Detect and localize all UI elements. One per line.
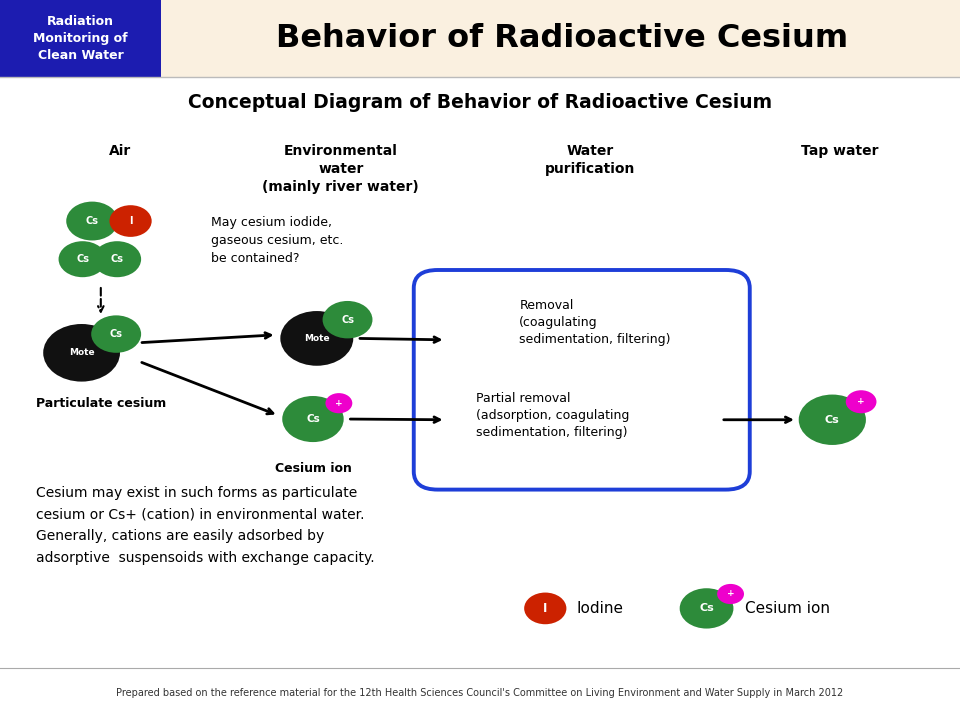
Circle shape (282, 396, 344, 442)
Circle shape (91, 315, 141, 353)
Circle shape (680, 588, 733, 629)
Circle shape (524, 593, 566, 624)
Text: +: + (727, 590, 734, 598)
Text: May cesium iodide,
gaseous cesium, etc.
be contained?: May cesium iodide, gaseous cesium, etc. … (211, 216, 344, 265)
Circle shape (109, 205, 152, 237)
Text: Cs: Cs (341, 315, 354, 325)
Circle shape (799, 395, 866, 445)
Text: Cesium ion: Cesium ion (745, 601, 830, 616)
Text: Cs: Cs (699, 603, 714, 613)
Text: Conceptual Diagram of Behavior of Radioactive Cesium: Conceptual Diagram of Behavior of Radioa… (188, 93, 772, 112)
Circle shape (323, 301, 372, 338)
Text: Cs: Cs (76, 254, 89, 264)
Text: Prepared based on the reference material for the 12th Health Sciences Council's : Prepared based on the reference material… (116, 688, 844, 698)
Text: Tap water: Tap water (802, 144, 878, 158)
Circle shape (846, 390, 876, 413)
Text: Water
purification: Water purification (545, 144, 636, 176)
Text: +: + (335, 399, 343, 408)
Text: Behavior of Radioactive Cesium: Behavior of Radioactive Cesium (276, 23, 848, 54)
Text: Cs: Cs (306, 414, 320, 424)
Circle shape (43, 324, 120, 382)
Text: I: I (129, 216, 132, 226)
Text: Cs: Cs (109, 329, 123, 339)
Text: +: + (857, 397, 865, 406)
Circle shape (280, 311, 353, 366)
Text: Cesium ion: Cesium ion (275, 462, 351, 475)
Text: Radiation
Monitoring of
Clean Water: Radiation Monitoring of Clean Water (34, 15, 128, 62)
Text: Removal
(coagulating
sedimentation, filtering): Removal (coagulating sedimentation, filt… (519, 299, 671, 346)
Text: Cs: Cs (110, 254, 124, 264)
FancyBboxPatch shape (0, 0, 960, 77)
Text: Iodine: Iodine (576, 601, 623, 616)
Text: Environmental
water
(mainly river water): Environmental water (mainly river water) (262, 144, 420, 194)
Text: Cs: Cs (85, 216, 99, 226)
Circle shape (717, 584, 744, 604)
Text: I: I (543, 602, 547, 615)
Text: Cs: Cs (825, 415, 840, 425)
Circle shape (93, 241, 141, 277)
FancyBboxPatch shape (414, 270, 750, 490)
Circle shape (66, 202, 118, 240)
Text: Air: Air (108, 144, 132, 158)
Text: Cesium may exist in such forms as particulate
cesium or Cs+ (cation) in environm: Cesium may exist in such forms as partic… (36, 486, 375, 565)
Text: Mote: Mote (69, 348, 94, 357)
Text: Partial removal
(adsorption, coagulating
sedimentation, filtering): Partial removal (adsorption, coagulating… (476, 392, 630, 439)
FancyBboxPatch shape (0, 0, 161, 77)
Circle shape (59, 241, 107, 277)
Text: Mote: Mote (304, 334, 329, 343)
Circle shape (325, 393, 352, 413)
Text: Particulate cesium: Particulate cesium (36, 397, 166, 410)
